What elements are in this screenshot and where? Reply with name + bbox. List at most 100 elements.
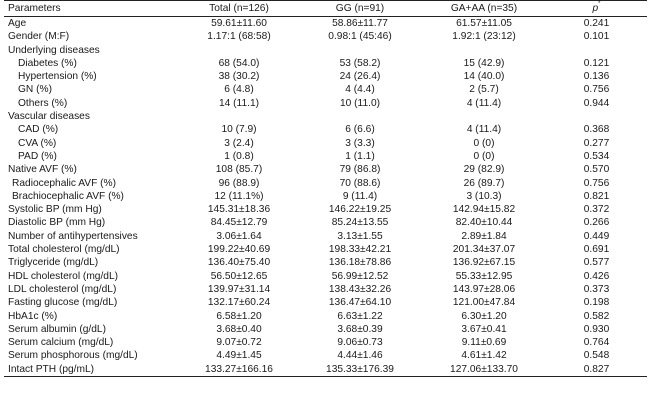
row-label: HbA1c (%) (8, 310, 58, 322)
cell-gg: 1 (1.1) (345, 150, 375, 162)
table-row: Serum albumin (g/dL) 3.68±0.40 3.68±0.39 3.… (4, 323, 647, 336)
row-label: Serum albumin (g/dL) (8, 323, 106, 335)
cell-p-value: 0.821 (583, 190, 610, 202)
cell-total: 84.45±12.79 (210, 217, 268, 229)
table-row: Total cholesterol (mg/dL) 199.22±40.69 198… (4, 243, 647, 256)
cell-p-value: 0.764 (583, 337, 610, 349)
cell-ga-aa: 2.89±1.84 (461, 230, 507, 242)
table-row: Gender (M:F) 1.17:1 (68:58) 0.98:1 (45:46)… (4, 30, 647, 43)
cell-total: 132.17±60.24 (207, 297, 271, 309)
cell-ga-aa: 6.30±1.20 (461, 310, 507, 322)
row-label: Radiocephalic AVF (%) (12, 177, 116, 189)
table-row: GN (%) 6 (4.8) 4 (4.4) 2 (5.7) 0.756 (4, 83, 647, 96)
cell-ga-aa: 3 (10.3) (466, 190, 502, 202)
row-label: Gender (M:F) (8, 31, 70, 43)
cell-ga-aa: 3.67±0.41 (461, 323, 507, 335)
row-label: Intact PTH (pg/mL) (8, 363, 95, 375)
header-ga-aa: GA+AA (n=35) (450, 3, 518, 14)
cell-total: 1.17:1 (68:58) (207, 31, 271, 43)
table-row: Vascular diseases (4, 110, 647, 123)
row-label: Native AVF (%) (8, 164, 77, 176)
cell-p-value: 0.449 (583, 230, 610, 242)
row-label: Number of antihypertensives (8, 230, 138, 242)
cell-gg: 3.68±0.39 (337, 323, 383, 335)
cell-total: 139.97±31.14 (207, 283, 271, 295)
table-row: Hypertension (%) 38 (30.2) 24 (26.4) 14 (40… (4, 70, 647, 83)
cell-p-value: 0.534 (583, 150, 610, 162)
cell-p-value: 0.582 (583, 310, 610, 322)
cell-total: 199.22±40.69 (207, 244, 271, 256)
row-label: Serum phosphorous (mg/dL) (8, 350, 138, 362)
cell-p-value: 0.266 (583, 217, 610, 229)
cell-gg: 3 (3.3) (345, 137, 375, 149)
table-row: Diastolic BP (mm Hg) 84.45±12.79 85.24±13.… (4, 216, 647, 229)
table-row: Systolic BP (mm Hg) 145.31±18.36 146.22±19… (4, 203, 647, 216)
cell-gg: 6 (6.6) (345, 124, 375, 136)
header-p-footnote-mark: * (598, 1, 601, 7)
table-row: Fasting glucose (mg/dL) 132.17±60.24 136.4… (4, 296, 647, 309)
cell-ga-aa: 0 (0) (473, 137, 495, 149)
cell-gg: 6.63±1.22 (337, 310, 383, 322)
cell-p-value: 0.277 (583, 137, 610, 149)
cell-gg: 138.43±32.26 (328, 283, 392, 295)
cell-total: 136.40±75.40 (207, 257, 271, 269)
table-header-row: Parameters Total (n=126) GG (n=91) GA+AA… (4, 0, 647, 17)
cell-ga-aa: 55.33±12.95 (455, 270, 513, 282)
cell-gg: 9 (11.4) (342, 190, 378, 202)
cell-gg: 79 (86.8) (339, 164, 381, 176)
header-parameters: Parameters (8, 3, 61, 14)
row-label: Triglyceride (mg/dL) (8, 257, 99, 269)
cell-total: 3 (2.4) (224, 137, 254, 149)
cell-p-value: 0.241 (583, 18, 610, 29)
cell-p-value: 0.756 (583, 84, 610, 96)
cell-ga-aa: 4 (11.4) (466, 124, 502, 136)
cell-total (180, 110, 298, 123)
cell-gg: 56.99±12.52 (331, 270, 389, 282)
cell-total: 3.68±0.40 (216, 323, 262, 335)
cell-p-value: 0.691 (583, 244, 610, 256)
cell-gg (298, 110, 422, 123)
cell-ga-aa: 4.61±1.42 (461, 350, 507, 362)
cell-total: 108 (85.7) (215, 164, 263, 176)
cell-gg: 85.24±13.55 (331, 217, 389, 229)
cell-total: 1 (0.8) (224, 150, 254, 162)
cell-ga-aa (422, 110, 546, 123)
cell-total: 38 (30.2) (218, 71, 260, 83)
cell-total: 133.27±166.16 (205, 363, 273, 375)
characteristics-table-container: Parameters Total (n=126) GG (n=91) GA+AA… (4, 0, 647, 377)
cell-gg: 70 (88.6) (339, 177, 381, 189)
cell-ga-aa: 201.34±37.07 (452, 244, 516, 256)
cell-ga-aa: 142.94±15.82 (452, 204, 516, 216)
cell-p-value: 0.548 (583, 350, 610, 362)
cell-ga-aa: 14 (40.0) (463, 71, 505, 83)
table-row: CAD (%) 10 (7.9) 6 (6.6) 4 (11.4) 0.368 (4, 123, 647, 136)
table-row: HDL cholesterol (mg/dL) 56.50±12.65 56.99±… (4, 270, 647, 283)
cell-total: 14 (11.1) (218, 97, 260, 109)
cell-ga-aa: 26 (89.7) (463, 177, 505, 189)
cell-p-value: 0.827 (583, 363, 610, 375)
cell-p-value: 0.426 (583, 270, 610, 282)
cell-total: 56.50±12.65 (210, 270, 268, 282)
row-label: GN (%) (18, 84, 52, 96)
cell-gg: 4.44±1.46 (337, 350, 383, 362)
row-label: Fasting glucose (mg/dL) (8, 297, 118, 309)
row-label: PAD (%) (18, 150, 57, 162)
table-row: PAD (%) 1 (0.8) 1 (1.1) 0 (0) 0.534 (4, 150, 647, 163)
cell-gg: 146.22±19.25 (328, 204, 392, 216)
table-row: Intact PTH (pg/mL) 133.27±166.16 135.33±17… (4, 363, 647, 377)
cell-ga-aa: 2 (5.7) (469, 84, 499, 96)
cell-p-value: 0.577 (583, 257, 610, 269)
cell-total (180, 44, 298, 57)
header-total: Total (n=126) (209, 3, 269, 14)
cell-gg: 24 (26.4) (339, 71, 381, 83)
cell-p-value: 0.373 (583, 283, 610, 295)
cell-total: 12 (11.1%) (214, 190, 264, 202)
cell-p-value: 0.136 (583, 71, 610, 83)
header-p-value: p* (546, 1, 647, 17)
cell-gg: 0.98:1 (45:46) (328, 31, 392, 43)
cell-gg: 9.06±0.73 (337, 337, 383, 349)
table-row: Brachiocephalic AVF (%) 12 (11.1%) 9 (11.4… (4, 190, 647, 203)
row-label: Diastolic BP (mm Hg) (8, 217, 106, 229)
row-label: Hypertension (%) (18, 71, 97, 83)
row-label: CVA (%) (18, 137, 57, 149)
